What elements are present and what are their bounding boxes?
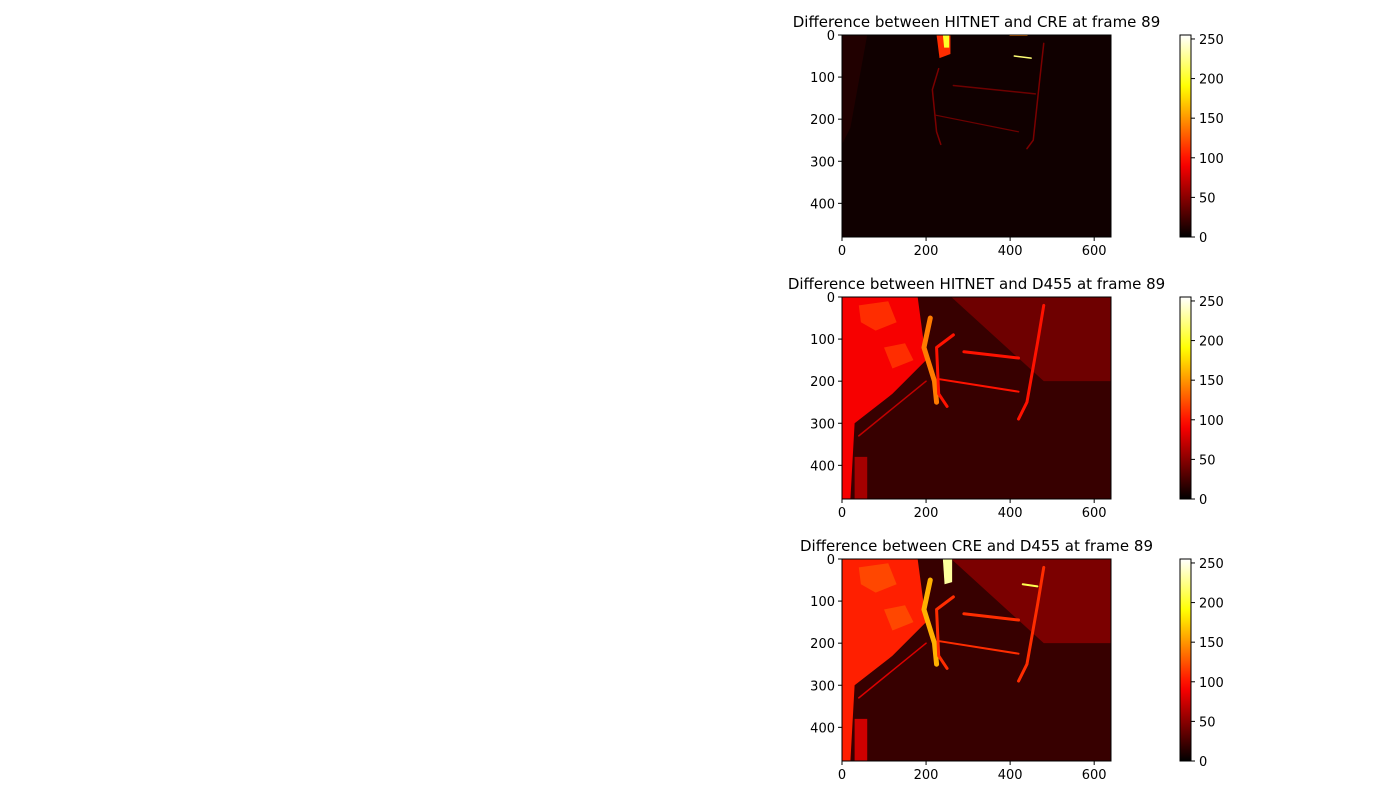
colorbar-tick-label: 50 [1199, 191, 1216, 206]
y-tick-label: 200 [810, 375, 835, 390]
hot-spot-top [942, 559, 953, 585]
chair-rail [952, 84, 1037, 95]
colorbar-tick-label: 250 [1199, 557, 1224, 572]
colorbar-tick-label: 250 [1199, 33, 1224, 48]
heatmap-image [842, 35, 1111, 237]
colorbar-tick-label: 0 [1199, 755, 1207, 770]
y-tick-label: 0 [827, 29, 835, 44]
colorbar-tick-label: 200 [1199, 335, 1224, 350]
chair-right-edge [1026, 42, 1045, 150]
left-wall-bottom [854, 718, 868, 761]
colorbar-tick-label: 200 [1199, 73, 1224, 88]
chart-title: Difference between HITNET and D455 at fr… [788, 275, 1165, 293]
colorbar-tick-label: 200 [1199, 597, 1224, 612]
floor-far [926, 297, 1111, 382]
y-tick-label: 400 [810, 197, 835, 212]
colorbar-tick-label: 100 [1199, 152, 1224, 167]
y-tick-label: 0 [827, 553, 835, 568]
x-tick-label: 0 [838, 506, 846, 521]
y-tick-label: 200 [810, 113, 835, 128]
floor-far [926, 559, 1111, 644]
chair-arm-left [921, 315, 940, 405]
colorbar-tick-label: 100 [1199, 676, 1224, 691]
x-tick-label: 200 [914, 506, 939, 521]
heatmap-image [842, 297, 1111, 499]
heatmap-panel-3: Difference between CRE and D455 at frame… [800, 537, 1224, 783]
axes-frame [841, 34, 1112, 238]
x-tick-label: 400 [998, 506, 1023, 521]
wall-blob-2 [884, 343, 914, 369]
y-tick-label: 300 [810, 679, 835, 694]
colorbar-tick-label: 0 [1199, 231, 1207, 246]
chair-left-leg [935, 333, 955, 408]
colorbar-tick-label: 50 [1199, 715, 1216, 730]
chair-rail [962, 612, 1021, 622]
y-tick-label: 100 [810, 595, 835, 610]
chair-arm-left [921, 577, 940, 667]
y-tick-label: 200 [810, 637, 835, 652]
left-wall-bottom [854, 456, 868, 499]
floor-diagonal [858, 380, 927, 437]
colorbar [1179, 296, 1192, 500]
chair-right-leg [1017, 303, 1046, 421]
y-tick-label: 100 [810, 333, 835, 348]
colorbar-tick-label: 0 [1199, 493, 1207, 508]
x-tick-label: 600 [1082, 506, 1107, 521]
colorbar-tick-label: 100 [1199, 414, 1224, 429]
chair-rail [962, 350, 1021, 360]
wall-blob-1 [858, 563, 897, 593]
chair-seat-edge [937, 378, 1020, 393]
chair-top-highlight [1021, 583, 1039, 588]
chair-left-edge [931, 67, 942, 146]
chair-seat-edge [933, 114, 1020, 133]
x-tick-label: 400 [998, 244, 1023, 259]
colorbar-tick-label: 150 [1199, 112, 1224, 127]
y-tick-label: 100 [810, 71, 835, 86]
y-tick-label: 400 [810, 721, 835, 736]
x-tick-label: 600 [1082, 244, 1107, 259]
colorbar-tick-label: 250 [1199, 295, 1224, 310]
colorbar-tick-label: 150 [1199, 374, 1224, 389]
axes-frame [841, 558, 1112, 762]
heatmap-panel-2: Difference between HITNET and D455 at fr… [788, 275, 1224, 521]
heatmap-panel-1: Difference between HITNET and CRE at fra… [793, 13, 1224, 259]
wall-blob-2 [884, 605, 914, 631]
colorbar [1179, 34, 1192, 238]
colorbar [1179, 558, 1192, 762]
x-tick-label: 400 [998, 768, 1023, 783]
y-tick-label: 400 [810, 459, 835, 474]
y-tick-label: 300 [810, 155, 835, 170]
y-tick-label: 0 [827, 291, 835, 306]
x-tick-label: 600 [1082, 768, 1107, 783]
x-tick-label: 0 [838, 768, 846, 783]
chart-title: Difference between HITNET and CRE at fra… [793, 13, 1161, 31]
x-tick-label: 200 [914, 244, 939, 259]
chair-right-leg [1017, 565, 1046, 683]
heatmap-image [842, 559, 1111, 761]
x-tick-label: 0 [838, 244, 846, 259]
floor-diagonal [858, 642, 927, 699]
chart-title: Difference between CRE and D455 at frame… [800, 537, 1153, 555]
axes-frame [841, 296, 1112, 500]
chair-top-highlight [1013, 55, 1032, 59]
y-tick-label: 300 [810, 417, 835, 432]
chair-left-leg [935, 595, 955, 670]
heatmap-background [842, 35, 1111, 237]
x-tick-label: 200 [914, 768, 939, 783]
chair-seat-edge [937, 640, 1020, 655]
hot-spot-core [942, 35, 950, 48]
wall-blob-1 [858, 301, 897, 331]
colorbar-tick-label: 50 [1199, 453, 1216, 468]
colorbar-tick-label: 150 [1199, 636, 1224, 651]
left-dim-region [842, 35, 868, 145]
